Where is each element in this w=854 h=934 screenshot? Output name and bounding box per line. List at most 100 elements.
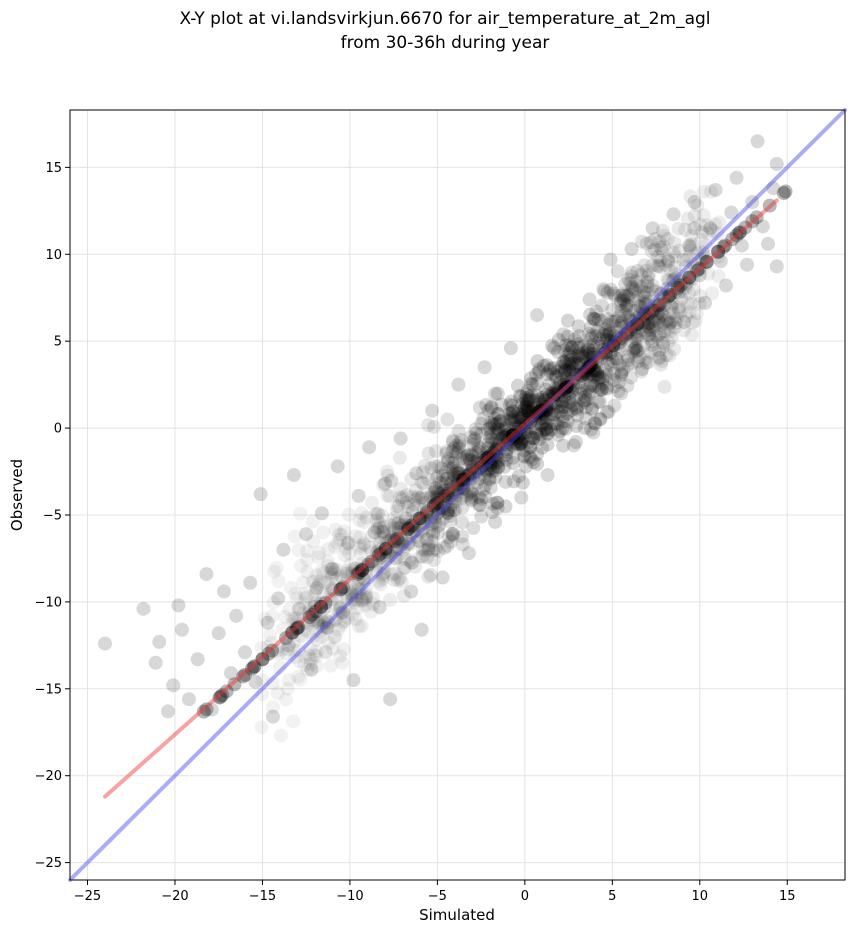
scatter-point-density <box>624 334 639 349</box>
scatter-point-density <box>515 407 530 422</box>
scatter-point-density <box>511 430 526 445</box>
scatter-point-density <box>440 471 455 486</box>
scatter-point-density <box>626 319 641 334</box>
scatter-point-density <box>301 648 316 663</box>
scatter-point-density <box>417 458 432 473</box>
scatter-point-density <box>390 520 405 535</box>
scatter-point-density <box>305 574 320 589</box>
scatter-point-density <box>633 299 648 314</box>
x-tick-label: −15 <box>249 889 276 904</box>
scatter-point-density <box>449 446 464 461</box>
scatter-point-density <box>418 543 433 558</box>
scatter-point <box>260 615 275 630</box>
scatter-point-density <box>574 381 589 396</box>
scatter-point-density <box>635 310 650 325</box>
scatter-point <box>265 709 280 724</box>
scatter-point-density <box>497 429 512 444</box>
scatter-point-density <box>353 582 368 597</box>
scatter-point-density <box>499 442 514 457</box>
scatter-point-density <box>515 397 530 412</box>
scatter-point-density <box>657 379 672 394</box>
scatter-point-core <box>606 338 621 353</box>
scatter-point-density <box>523 413 538 428</box>
scatter-point-density <box>484 400 499 415</box>
scatter-point <box>299 527 314 542</box>
scatter-point-density <box>440 412 455 427</box>
scatter-point-density <box>272 660 287 675</box>
scatter-point-core <box>762 198 777 213</box>
scatter-point-density <box>434 485 449 500</box>
scatter-point <box>661 254 676 269</box>
scatter-point-density <box>698 251 713 266</box>
scatter-point-density <box>488 442 503 457</box>
scatter-point-density <box>449 482 464 497</box>
scatter-point-density <box>628 321 643 336</box>
scatter-point-density <box>687 260 702 275</box>
scatter-point-density <box>524 388 539 403</box>
scatter-point-density <box>467 431 482 446</box>
scatter-point-density <box>522 411 537 426</box>
scatter-point-density <box>592 332 607 347</box>
scatter-point-density <box>606 354 621 369</box>
scatter-point-density <box>600 381 615 396</box>
scatter-point-density <box>639 297 654 312</box>
scatter-point-density <box>407 523 422 538</box>
scatter-point-density <box>499 428 514 443</box>
scatter-point-density <box>538 402 553 417</box>
scatter-point-density <box>620 327 635 342</box>
scatter-point-density <box>415 542 430 557</box>
scatter-point-density <box>377 548 392 563</box>
scatter-point-density <box>507 412 522 427</box>
scatter-point-density <box>502 406 517 421</box>
scatter-point-density <box>471 439 486 454</box>
scatter-point-density <box>512 437 527 452</box>
scatter-point-density <box>397 551 412 566</box>
scatter-point-density <box>631 293 646 308</box>
scatter-point-density <box>701 226 716 241</box>
scatter-point-density <box>663 314 678 329</box>
scatter-point-density <box>615 320 630 335</box>
one-to-one-line <box>68 108 847 882</box>
scatter-point <box>171 598 186 613</box>
scatter-point-density <box>624 269 639 284</box>
scatter-point-density <box>425 485 440 500</box>
scatter-point-density <box>499 452 514 467</box>
scatter-point <box>160 704 175 719</box>
scatter-point-core <box>387 534 402 549</box>
scatter-point-density <box>553 404 568 419</box>
scatter-point-density <box>309 659 324 674</box>
scatter-point-density <box>477 458 492 473</box>
scatter-point-density <box>266 700 281 715</box>
scatter-point-density <box>384 473 399 488</box>
scatter-point-density <box>560 329 575 344</box>
scatter-point-density <box>334 569 349 584</box>
scatter-point-core <box>456 472 471 487</box>
scatter-point-density <box>586 342 601 357</box>
scatter-point-density <box>645 258 660 273</box>
scatter-point <box>372 600 387 615</box>
scatter-point <box>216 584 231 599</box>
scatter-point-density <box>328 612 343 627</box>
scatter-point-density <box>354 618 369 633</box>
scatter-point-core <box>236 669 251 684</box>
scatter-point-density <box>530 376 545 391</box>
scatter-point-density <box>581 368 596 383</box>
scatter-point-density <box>501 435 516 450</box>
scatter-point-density <box>426 543 441 558</box>
scatter-point-core <box>663 287 678 302</box>
scatter-point-density <box>548 387 563 402</box>
scatter-point-density <box>615 287 630 302</box>
scatter-point-density <box>630 332 645 347</box>
scatter-point-core <box>213 689 228 704</box>
scatter-point-core <box>645 303 660 318</box>
scatter-point-density <box>343 557 358 572</box>
scatter-point-density <box>656 309 671 324</box>
scatter-point-density <box>413 491 428 506</box>
scatter-point-density <box>430 485 445 500</box>
scatter-point-density <box>447 490 462 505</box>
scatter-point <box>598 325 613 340</box>
scatter-point <box>677 315 692 330</box>
scatter-point-density <box>395 534 410 549</box>
scatter-point-density <box>499 447 514 462</box>
